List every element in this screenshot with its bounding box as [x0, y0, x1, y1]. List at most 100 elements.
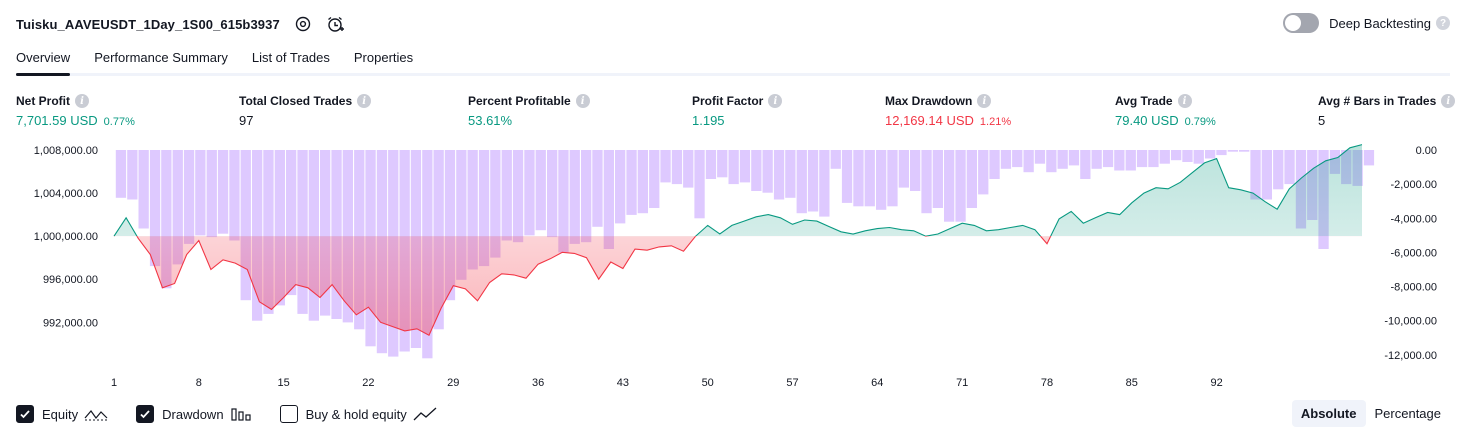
tab-overview[interactable]: Overview [16, 44, 71, 76]
metric-label-text: Percent Profitable [468, 94, 571, 108]
drawdown-bar [444, 150, 456, 301]
equity-areas [114, 144, 1362, 336]
drawdown-bar [138, 150, 149, 229]
info-icon[interactable]: i [1177, 94, 1192, 108]
metric-percent-profitable: Percent Profitable i 53.61% [468, 94, 590, 128]
info-icon[interactable]: i [768, 94, 783, 108]
toggle-knob [1285, 15, 1302, 31]
metric-value-text: 53.61% [468, 113, 513, 128]
drawdown-bar [512, 150, 524, 243]
mode-absolute[interactable]: Absolute [1291, 400, 1366, 427]
drawdown-bar [921, 150, 932, 214]
drawdown-bar [1250, 150, 1261, 200]
settings-gear-icon[interactable] [294, 15, 312, 33]
legend-label: Equity [42, 406, 79, 422]
drawdown-bar [1057, 150, 1068, 169]
drawdown-bar [615, 150, 626, 224]
x-axis-tick: 1 [111, 377, 117, 389]
metric-avg-trade: Avg Trade i 79.40 USD 0.79% [1115, 94, 1216, 128]
x-axis-tick: 92 [1210, 377, 1222, 389]
metric-label-text: Total Closed Trades [239, 94, 353, 108]
equity-area-negative [114, 236, 1051, 336]
drawdown-bar [558, 150, 569, 253]
info-icon[interactable]: i [75, 94, 89, 108]
help-icon[interactable]: ? [1436, 16, 1450, 30]
drawdown-bar [1046, 150, 1057, 173]
alarm-add-icon[interactable] [326, 15, 344, 33]
x-axis-tick: 22 [362, 377, 374, 389]
report-header: Tuisku_AAVEUSDT_1Day_1S00_615b3937 [16, 12, 344, 36]
x-axis-tick: 71 [956, 377, 968, 389]
drawdown-bar [229, 150, 240, 241]
x-axis-tick: 50 [702, 377, 714, 389]
drawdown-bar [898, 150, 909, 188]
drawdown-bar [978, 150, 989, 195]
legend-buy-hold[interactable]: Buy & hold equity [279, 405, 437, 423]
drawdown-bar [649, 150, 660, 208]
right-axis: 0.00 -2,000.00 -4,000.00 -6,000.00 -8,000.00… [1384, 145, 1437, 362]
drawdown-bar [1193, 150, 1204, 164]
drawdown-bar [626, 150, 637, 215]
metric-percent: 1.21% [979, 116, 1012, 128]
metric-value-text: 1.195 [692, 113, 725, 128]
equity-area-positive [114, 144, 1362, 237]
deep-backtesting-label: Deep Backtesting [1329, 15, 1431, 31]
left-axis-tick: 992,000.00 [43, 317, 98, 329]
info-icon[interactable]: i [575, 94, 590, 108]
x-axis-tick: 85 [1126, 377, 1138, 389]
drawdown-bar [161, 150, 172, 289]
drawdown-bar [1034, 150, 1046, 164]
right-axis-tick: -12,000.00 [1384, 350, 1437, 362]
drawdown-bar [683, 150, 694, 188]
drawdown-bar [217, 150, 229, 234]
metric-label-text: Net Profit [16, 94, 70, 108]
drawdown-checkbox[interactable] [136, 405, 155, 423]
legend-drawdown[interactable]: Drawdown [136, 405, 251, 423]
drawdown-bar [1284, 150, 1295, 185]
drawdown-bar [728, 150, 739, 185]
metric-percent: 0.77% [103, 116, 135, 128]
drawdown-bar [308, 150, 319, 321]
tab-properties[interactable]: Properties [353, 50, 414, 65]
drawdown-bar [206, 150, 217, 238]
legend-label: Buy & hold equity [305, 406, 407, 422]
drawdown-bar [547, 150, 558, 238]
value-mode-switch: Absolute Percentage [1291, 400, 1450, 427]
drawdown-bar [660, 150, 671, 183]
drawdown-bar [989, 150, 1000, 179]
equity-checkbox[interactable] [16, 405, 34, 423]
equity-line-negative [113, 236, 1052, 336]
drawdown-bar [1068, 150, 1080, 166]
drawdown-bar [1363, 150, 1375, 166]
metric-label-text: Max Drawdown [885, 94, 973, 108]
tab-performance-summary[interactable]: Performance Summary [94, 50, 228, 65]
deep-backtesting-toggle[interactable] [1283, 13, 1320, 33]
drawdown-bar [1102, 150, 1114, 168]
drawdown-bar [490, 150, 501, 258]
left-axis: 1,008,000.00 1,004,000.00 1,000,000.00 996,… [34, 145, 98, 329]
info-icon[interactable]: i [357, 94, 372, 108]
buy-hold-checkbox[interactable] [279, 405, 298, 423]
info-icon[interactable]: i [977, 94, 992, 108]
metric-max-drawdown: Max Drawdown i 12,169.14 USD 1.21% [885, 94, 1011, 128]
drawdown-bar [853, 150, 864, 207]
tab-list-of-trades[interactable]: List of Trades [251, 50, 330, 65]
x-axis-tick: 29 [447, 377, 459, 389]
drawdown-bar [762, 150, 773, 193]
metric-value-text: 97 [239, 113, 254, 128]
mode-percentage[interactable]: Percentage [1374, 406, 1442, 421]
drawdown-bar [671, 150, 683, 185]
equity-drawdown-chart[interactable]: 1,008,000.00 1,004,000.00 1,000,000.00 996,… [0, 138, 1466, 396]
drawdown-bar [773, 150, 785, 200]
metric-value-text: 7,701.59 USD [16, 113, 98, 128]
legend-equity[interactable]: Equity [16, 405, 108, 423]
drawdown-bar [944, 150, 955, 222]
drawdown-bar [1091, 150, 1102, 169]
drawdown-bar [705, 150, 717, 179]
info-icon[interactable]: i [1441, 94, 1456, 108]
drawdown-bar [1216, 150, 1227, 156]
drawdown-bar [603, 150, 614, 249]
drawdown-bar [1182, 150, 1193, 162]
drawdown-bar [1159, 150, 1170, 164]
drawdown-bar [467, 150, 478, 270]
